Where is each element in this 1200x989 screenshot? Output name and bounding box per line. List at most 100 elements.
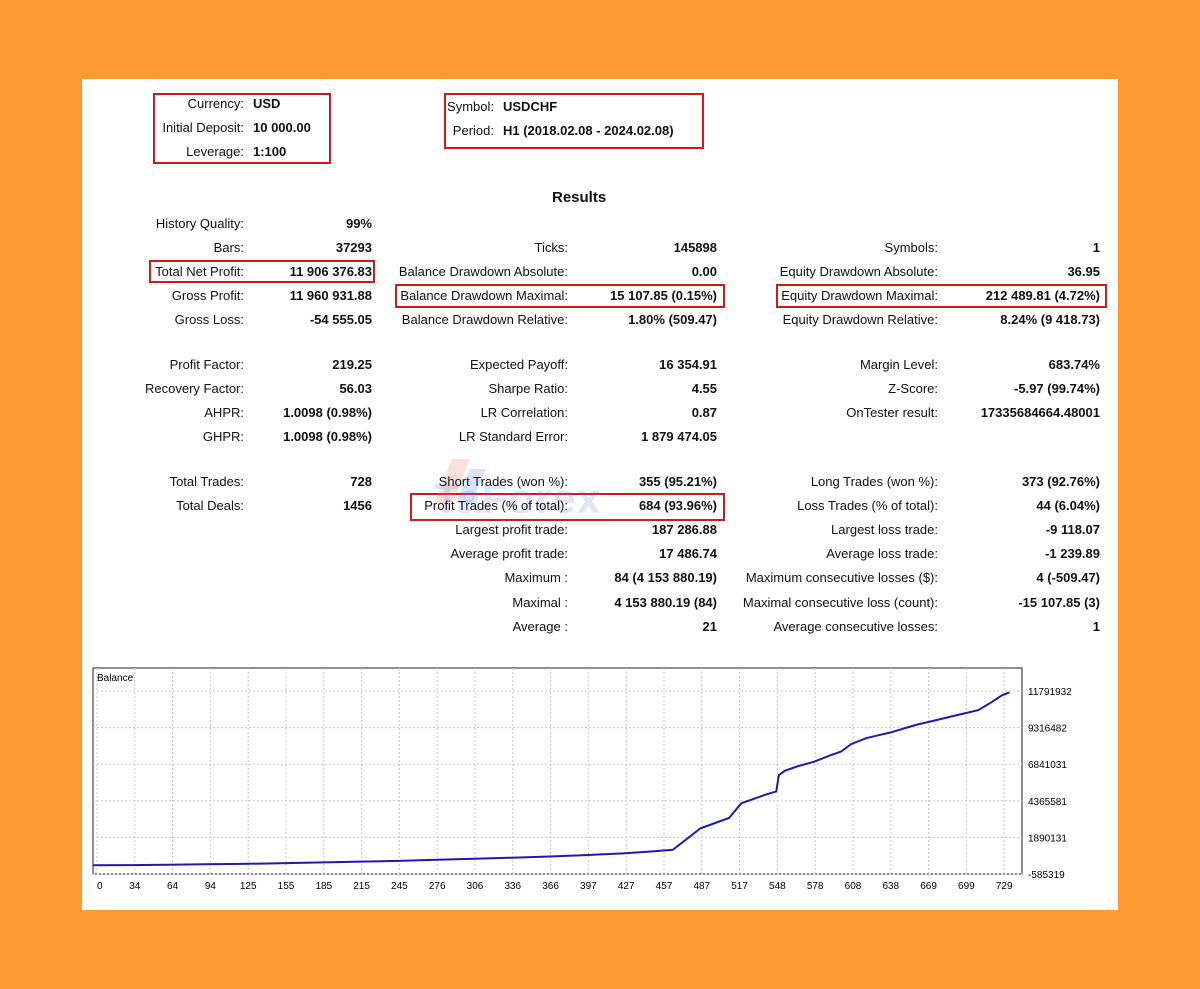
col2-value: 1.80% (509.47): [628, 312, 717, 327]
col3-label: Largest loss trade:: [831, 522, 938, 537]
col1-label: Total Deals:: [176, 498, 244, 513]
plot-area: [92, 667, 1023, 875]
y-tick-label: 11791932: [1028, 687, 1072, 698]
col3-value: 36.95: [1067, 264, 1100, 279]
x-tick-label: 185: [315, 881, 332, 892]
equity-drawdown-highlight: [776, 284, 1107, 308]
col1-label: Total Trades:: [169, 474, 244, 489]
col3-label: Equity Drawdown Relative:: [782, 312, 938, 327]
col3-label: Equity Drawdown Maximal:: [781, 288, 938, 303]
col2-value: 1 879 474.05: [641, 429, 717, 444]
col3-label: Z-Score:: [888, 381, 938, 396]
col2-value: 21: [702, 619, 717, 634]
y-tick-label: 6841031: [1028, 760, 1067, 771]
col2-label: Profit Trades (% of total):: [424, 498, 568, 513]
x-tick-label: 94: [205, 881, 217, 892]
col2-value: 4.55: [691, 381, 717, 396]
col2-label: Ticks:: [534, 240, 568, 255]
header-right-label: Period:: [452, 123, 494, 138]
col2-label: LR Correlation:: [480, 405, 568, 420]
col2-value: 684 (93.96%): [638, 498, 717, 513]
x-tick-label: 245: [391, 881, 408, 892]
col2-label: Short Trades (won %):: [438, 474, 568, 489]
col3-value: 4 (-509.47): [1036, 570, 1100, 585]
col3-value: 44 (6.04%): [1036, 498, 1100, 513]
x-tick-label: 457: [656, 881, 673, 892]
col1-label: Gross Profit:: [171, 288, 244, 303]
col1-label: History Quality:: [155, 216, 244, 231]
header-left-value: USD: [253, 96, 281, 111]
col3-value: 1: [1092, 619, 1100, 634]
col2-label: Expected Payoff:: [469, 357, 568, 372]
col2-value: 17 486.74: [659, 546, 717, 561]
col3-value: 212 489.81 (4.72%): [985, 288, 1100, 303]
balance-drawdown-highlight: [395, 284, 725, 308]
header-right-label: Symbol:: [447, 99, 494, 114]
col3-value: 1: [1092, 240, 1100, 255]
net-profit-highlight: [149, 260, 375, 283]
header-left-value: 1:100: [253, 144, 287, 159]
results-title: Results: [552, 189, 607, 206]
header-left-label: Leverage:: [186, 144, 244, 159]
header-left-highlight: [153, 93, 331, 164]
col1-value: 56.03: [339, 381, 372, 396]
col3-label: Average loss trade:: [826, 546, 938, 561]
col3-value: -9 118.07: [1045, 522, 1100, 537]
col3-value: 17335684664.48001: [980, 405, 1100, 420]
x-tick-label: 336: [504, 881, 521, 892]
balance-series-line: [92, 691, 1010, 867]
x-tick-label: 64: [167, 881, 179, 892]
col2-value: 187 286.88: [651, 522, 717, 537]
col1-value: -54 555.05: [309, 312, 372, 327]
col3-value: 373 (92.76%): [1021, 474, 1100, 489]
header-right-value: USDCHF: [503, 99, 558, 114]
col1-label: Recovery Factor:: [145, 381, 244, 396]
profit-trades-highlight: [410, 493, 725, 521]
x-tick-label: 34: [129, 881, 141, 892]
col3-label: Average consecutive losses:: [773, 619, 938, 634]
x-tick-label: 155: [278, 881, 295, 892]
header-left-value: 10 000.00: [253, 120, 311, 135]
col1-label: AHPR:: [204, 405, 244, 420]
col2-value: 355 (95.21%): [638, 474, 717, 489]
col3-value: -5.97 (99.74%): [1014, 381, 1100, 396]
col3-label: Maximal consecutive loss (count):: [742, 595, 938, 610]
col3-label: Symbols:: [884, 240, 938, 255]
col3-value: -1 239.89: [1045, 546, 1100, 561]
x-tick-label: 699: [958, 881, 975, 892]
header-left-label: Currency:: [187, 96, 244, 111]
taforex-logo-icon: [434, 459, 486, 503]
y-tick-label: 1890131: [1028, 833, 1067, 844]
col1-value: 11 906 376.83: [289, 264, 372, 279]
col1-value: 1.0098 (0.98%): [283, 429, 372, 444]
header-left-label: Initial Deposit:: [162, 120, 244, 135]
col2-value: 0.87: [691, 405, 717, 420]
col2-value: 0.00: [691, 264, 717, 279]
col2-label: Maximum :: [504, 570, 568, 585]
col2-label: Average :: [512, 619, 568, 634]
x-tick-label: 276: [429, 881, 446, 892]
col1-value: 37293: [335, 240, 372, 255]
x-tick-label: 638: [882, 881, 899, 892]
col2-label: Balance Drawdown Absolute:: [398, 264, 568, 279]
col1-label: Gross Loss:: [174, 312, 244, 327]
col1-value: 99%: [345, 216, 372, 231]
x-tick-label: 548: [769, 881, 786, 892]
x-tick-label: 306: [467, 881, 484, 892]
col2-label: Average profit trade:: [450, 546, 568, 561]
col3-value: 8.24% (9 418.73): [1000, 312, 1100, 327]
x-tick-label: 729: [996, 881, 1013, 892]
header-right-highlight: [444, 93, 704, 149]
col2-label: Maximal :: [512, 595, 568, 610]
col3-label: Equity Drawdown Absolute:: [779, 264, 938, 279]
x-tick-label: 366: [542, 881, 559, 892]
col2-label: Sharpe Ratio:: [488, 381, 569, 396]
col1-label: Profit Factor:: [169, 357, 244, 372]
watermark-text: TaForex: [434, 475, 602, 522]
x-tick-label: 669: [920, 881, 937, 892]
col3-value: 683.74%: [1048, 357, 1100, 372]
col1-value: 11 960 931.88: [289, 288, 372, 303]
x-tick-label: 0: [97, 881, 103, 892]
col1-value: 219.25: [332, 357, 372, 372]
balance-chart: 0 34 64 94 125 155 185 215 245 276 306 336 366 397 427…: [92, 667, 1072, 892]
